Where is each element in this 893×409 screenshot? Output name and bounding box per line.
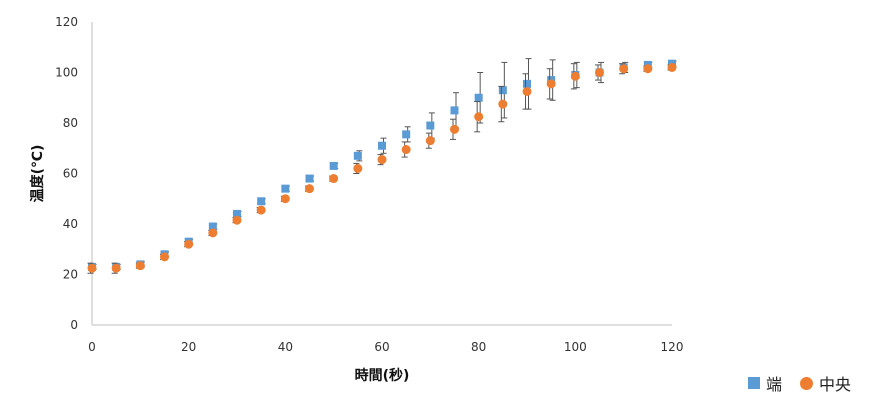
data-point-square	[378, 141, 386, 150]
y-axis-ticks: 0 20 40 60 80 100 120	[55, 15, 78, 332]
data-point-circle	[184, 239, 194, 249]
data-point-circle	[280, 194, 290, 204]
data-point-square	[523, 79, 531, 88]
x-axis-ticks: 0 20 40 60 80 100 120	[88, 340, 683, 354]
data-point-circle	[595, 68, 604, 77]
data-point-square	[498, 86, 507, 95]
x-axis-title: 時間(秒)	[355, 367, 410, 384]
data-point-circle	[208, 228, 218, 238]
x-tick-label: 0	[88, 340, 96, 354]
data-point-square	[426, 121, 435, 130]
data-point-square	[233, 209, 241, 218]
data-point-circle	[135, 261, 145, 271]
data-point-circle	[401, 145, 411, 155]
legend-label-center: 中央	[819, 375, 852, 394]
data-point-circle	[546, 79, 556, 89]
y-tick-label: 60	[63, 167, 78, 181]
data-point-circle	[522, 86, 532, 96]
data-point-square	[257, 197, 266, 206]
data-point-square	[402, 130, 411, 139]
legend-item-edge: 端	[748, 371, 782, 395]
data-point-square	[474, 93, 483, 102]
x-tick-label: 120	[661, 340, 684, 354]
data-point-square	[208, 222, 217, 231]
data-point-square	[281, 184, 290, 193]
y-tick-label: 20	[63, 268, 78, 282]
series-center	[87, 62, 677, 274]
x-tick-label: 40	[278, 340, 293, 354]
data-point-circle	[643, 64, 653, 74]
x-tick-label: 60	[374, 340, 389, 354]
data-point-circle	[450, 124, 459, 134]
x-tick-label: 80	[471, 340, 486, 354]
data-point-circle	[474, 112, 484, 122]
y-tick-label: 100	[55, 66, 78, 80]
data-point-circle	[570, 71, 580, 81]
legend-square-marker	[748, 377, 760, 389]
y-tick-label: 0	[70, 318, 78, 332]
data-point-circle	[256, 205, 266, 215]
data-point-circle	[232, 215, 242, 225]
data-point-circle	[619, 64, 629, 74]
legend: 端 中央	[748, 371, 869, 395]
data-point-square	[450, 106, 459, 115]
data-point-circle	[305, 184, 314, 194]
data-point-square	[329, 161, 338, 170]
data-point-circle	[160, 252, 169, 262]
data-point-circle	[329, 174, 339, 184]
data-point-circle	[498, 99, 508, 109]
data-point-circle	[667, 62, 677, 72]
data-point-circle	[111, 263, 121, 273]
data-point-circle	[377, 155, 387, 165]
data-point-square	[353, 151, 362, 160]
legend-circle-marker	[800, 376, 814, 390]
x-tick-label: 100	[564, 340, 587, 354]
data-point-circle	[425, 136, 435, 146]
x-tick-label: 20	[181, 340, 196, 354]
data-point-circle	[353, 163, 363, 173]
data-point-circle	[87, 263, 97, 273]
y-tick-label: 120	[55, 15, 78, 29]
data-point-square	[305, 174, 314, 183]
legend-item-center: 中央	[800, 371, 851, 395]
legend-label-edge: 端	[766, 375, 783, 394]
y-tick-label: 40	[63, 217, 78, 231]
series-layer	[87, 58, 677, 274]
y-tick-label: 80	[63, 116, 78, 130]
y-axis-title: 温度(℃)	[29, 145, 46, 203]
